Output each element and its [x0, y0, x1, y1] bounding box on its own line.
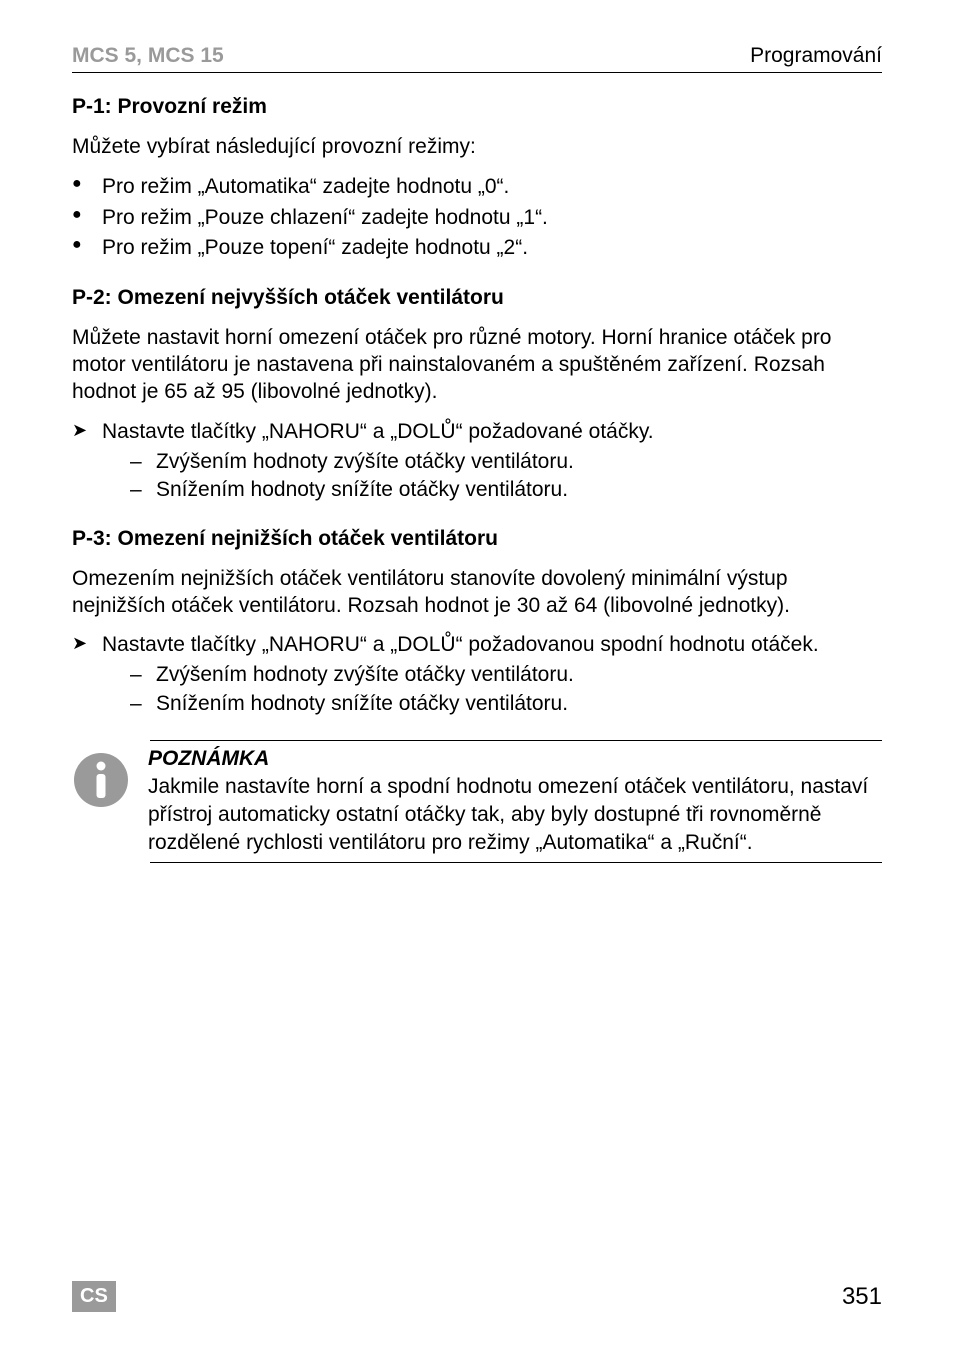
p1-bullet-1: Pro režim „Pouze chlazení“ zadejte hodno… — [72, 203, 882, 233]
p1-heading: P-1: Provozní režim — [72, 95, 882, 119]
note-rule-bottom — [150, 862, 882, 863]
note-text: POZNÁMKA Jakmile nastavíte horní a spodn… — [148, 747, 882, 856]
p2-dash-0: Zvýšením hodnoty zvýšíte otáčky ventilát… — [130, 448, 882, 476]
page-footer: CS 351 — [72, 1281, 882, 1312]
p3-dash-1: Snížením hodnoty snížíte otáčky ventilát… — [130, 690, 882, 718]
p2-heading: P-2: Omezení nejvyšších otáček ventiláto… — [72, 286, 882, 310]
section-p1: P-1: Provozní režim Můžete vybírat násle… — [72, 95, 882, 264]
p3-para: Omezením nejnižších otáček ventilátoru s… — [72, 565, 882, 620]
info-icon — [72, 751, 130, 814]
section-p3: P-3: Omezení nejnižších otáček ventiláto… — [72, 527, 882, 719]
header-section: Programování — [750, 44, 882, 68]
p2-dash-list: Zvýšením hodnoty zvýšíte otáčky ventilát… — [72, 448, 882, 505]
p3-dash-list: Zvýšením hodnoty zvýšíte otáčky ventilát… — [72, 661, 882, 718]
header-rule — [72, 72, 882, 73]
header-model: MCS 5, MCS 15 — [72, 44, 224, 68]
page-header: MCS 5, MCS 15 Programování — [72, 44, 882, 68]
p1-bullet-0: Pro režim „Automatika“ zadejte hodnotu „… — [72, 172, 882, 202]
note-title: POZNÁMKA — [148, 747, 882, 771]
p1-intro: Můžete vybírat následující provozní reži… — [72, 133, 882, 160]
section-p2: P-2: Omezení nejvyšších otáček ventiláto… — [72, 286, 882, 505]
p2-arrow: Nastavte tlačítky „NAHORU“ a „DOLŮ“ poža… — [72, 418, 882, 446]
page-number: 351 — [842, 1283, 882, 1311]
p1-bullet-2: Pro režim „Pouze topení“ zadejte hodnotu… — [72, 233, 882, 263]
lang-badge: CS — [72, 1281, 116, 1312]
p1-bullet-list: Pro režim „Automatika“ zadejte hodnotu „… — [72, 172, 882, 263]
note-block: POZNÁMKA Jakmile nastavíte horní a spodn… — [72, 747, 882, 856]
note-rule-top — [150, 740, 882, 741]
p3-arrow: Nastavte tlačítky „NAHORU“ a „DOLŮ“ poža… — [72, 631, 882, 659]
p3-heading: P-3: Omezení nejnižších otáček ventiláto… — [72, 527, 882, 551]
p2-para: Můžete nastavit horní omezení otáček pro… — [72, 324, 882, 406]
p2-dash-1: Snížením hodnoty snížíte otáčky ventilát… — [130, 476, 882, 504]
note-body: Jakmile nastavíte horní a spodní hodnotu… — [148, 773, 882, 856]
p3-dash-0: Zvýšením hodnoty zvýšíte otáčky ventilát… — [130, 661, 882, 689]
